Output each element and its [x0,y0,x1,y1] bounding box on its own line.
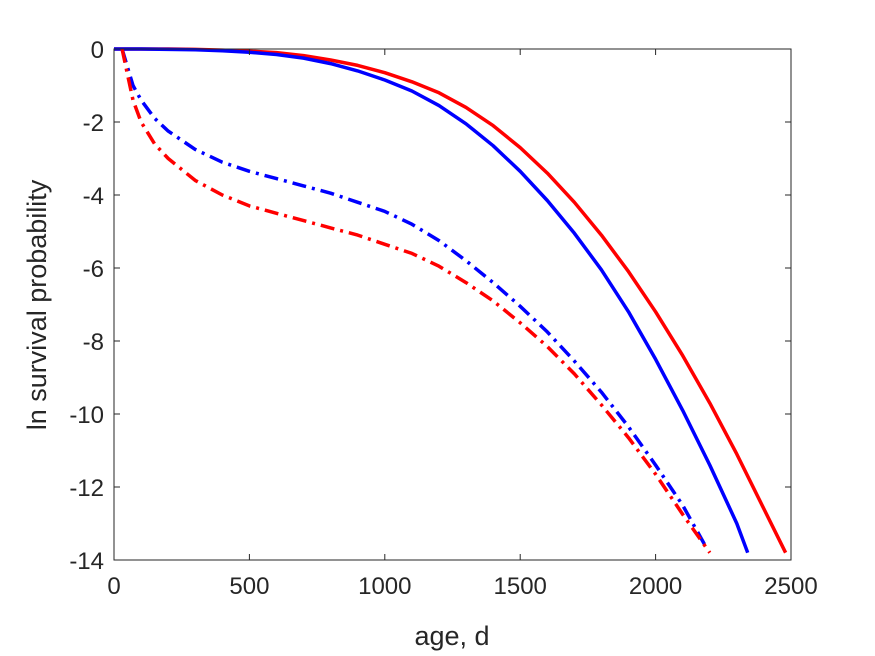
y-axis-label: ln survival probability [22,179,52,430]
series-line-2 [120,48,709,550]
x-tick-label: 2000 [629,573,682,600]
y-tick-label: -4 [83,183,104,210]
x-tick-label: 2500 [764,573,817,600]
series-layer [114,47,788,554]
x-tick-label: 1000 [358,573,411,600]
tick-layer: 0 500 1000 1500 2000 2500 0 -2 -4 -6 -8 -10 -12 -14 [69,37,817,600]
y-tick-label: -14 [69,548,104,575]
y-tick-label: -12 [69,475,104,502]
plot-frame [113,48,792,561]
y-tick-label: -8 [83,329,104,356]
series-line-1 [114,47,750,554]
y-tick-label: -6 [83,256,104,283]
x-tick-label: 500 [229,573,269,600]
y-tick-label: -10 [69,402,104,429]
x-tick-label: 1500 [494,573,547,600]
x-tick-label: 0 [107,573,120,600]
plot-background [114,49,791,560]
y-tick-label: 0 [91,37,104,64]
y-tick-label: -2 [83,110,104,137]
x-axis-label: age, d [414,621,489,651]
